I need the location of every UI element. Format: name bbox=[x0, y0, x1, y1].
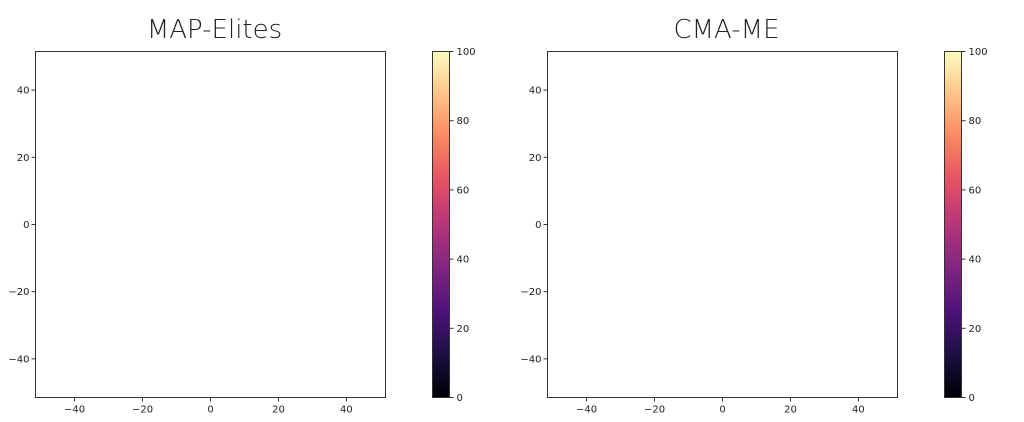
colorbar-tick-label: 20 bbox=[969, 324, 982, 335]
colorbar-ticks: 0 20 40 60 80 100 bbox=[449, 47, 476, 404]
x-tick-label: 20 bbox=[784, 405, 797, 416]
colorbar-tick-label: 40 bbox=[969, 255, 982, 266]
y-axis: −40 −20 0 20 40 bbox=[520, 86, 548, 365]
x-tick-label: −20 bbox=[644, 405, 665, 416]
colorbar: 0 20 40 60 80 100 bbox=[944, 47, 988, 404]
x-axis: −40 −20 0 20 40 bbox=[576, 397, 865, 416]
colorbar-tick-label: 100 bbox=[969, 47, 988, 58]
x-tick-label: −20 bbox=[132, 405, 153, 416]
colorbar: 0 20 40 60 80 100 bbox=[432, 47, 476, 404]
colorbar-gradient bbox=[432, 51, 450, 398]
colorbar-ticks: 0 20 40 60 80 100 bbox=[961, 47, 988, 404]
y-tick-label: 20 bbox=[529, 153, 542, 164]
chart-cma-me: CMA-ME −40 −20 0 20 40 −40 −20 0 20 40 0 20 40 60 80… bbox=[520, 15, 987, 416]
y-tick-label: 0 bbox=[535, 220, 541, 231]
y-tick-label: 0 bbox=[23, 220, 29, 231]
y-tick-label: −40 bbox=[8, 354, 29, 365]
colorbar-tick-label: 20 bbox=[457, 324, 470, 335]
y-tick-label: −40 bbox=[520, 354, 541, 365]
x-tick-label: 20 bbox=[272, 405, 285, 416]
colorbar-tick-label: 0 bbox=[969, 393, 975, 404]
x-tick-label: 0 bbox=[207, 405, 213, 416]
colorbar-tick-label: 80 bbox=[457, 116, 470, 127]
y-tick-label: −20 bbox=[520, 287, 541, 298]
colorbar-tick-label: 60 bbox=[457, 185, 470, 196]
colorbar-gradient bbox=[944, 51, 962, 398]
chart-title: MAP-Elites bbox=[147, 15, 282, 45]
colorbar-tick-label: 0 bbox=[457, 393, 463, 404]
colorbar-tick-label: 80 bbox=[969, 116, 982, 127]
colorbar-tick-label: 100 bbox=[457, 47, 476, 58]
x-tick-label: −40 bbox=[64, 405, 85, 416]
plot-area bbox=[35, 51, 386, 398]
plot-area bbox=[547, 51, 898, 398]
x-axis: −40 −20 0 20 40 bbox=[64, 397, 353, 416]
colorbar-tick-label: 60 bbox=[969, 185, 982, 196]
x-tick-label: 40 bbox=[340, 405, 353, 416]
chart-title: CMA-ME bbox=[673, 15, 779, 45]
x-tick-label: 0 bbox=[719, 405, 725, 416]
y-tick-label: 40 bbox=[17, 86, 30, 97]
y-tick-label: 40 bbox=[529, 86, 542, 97]
colorbar-tick-label: 40 bbox=[457, 255, 470, 266]
x-tick-label: 40 bbox=[852, 405, 865, 416]
y-axis: −40 −20 0 20 40 bbox=[8, 86, 36, 365]
x-tick-label: −40 bbox=[576, 405, 597, 416]
y-tick-label: −20 bbox=[8, 287, 29, 298]
y-tick-label: 20 bbox=[17, 153, 30, 164]
chart-map-elites: MAP-Elites −40 −20 0 20 40 −40 −20 0 20 40 0 20 40… bbox=[8, 15, 475, 416]
